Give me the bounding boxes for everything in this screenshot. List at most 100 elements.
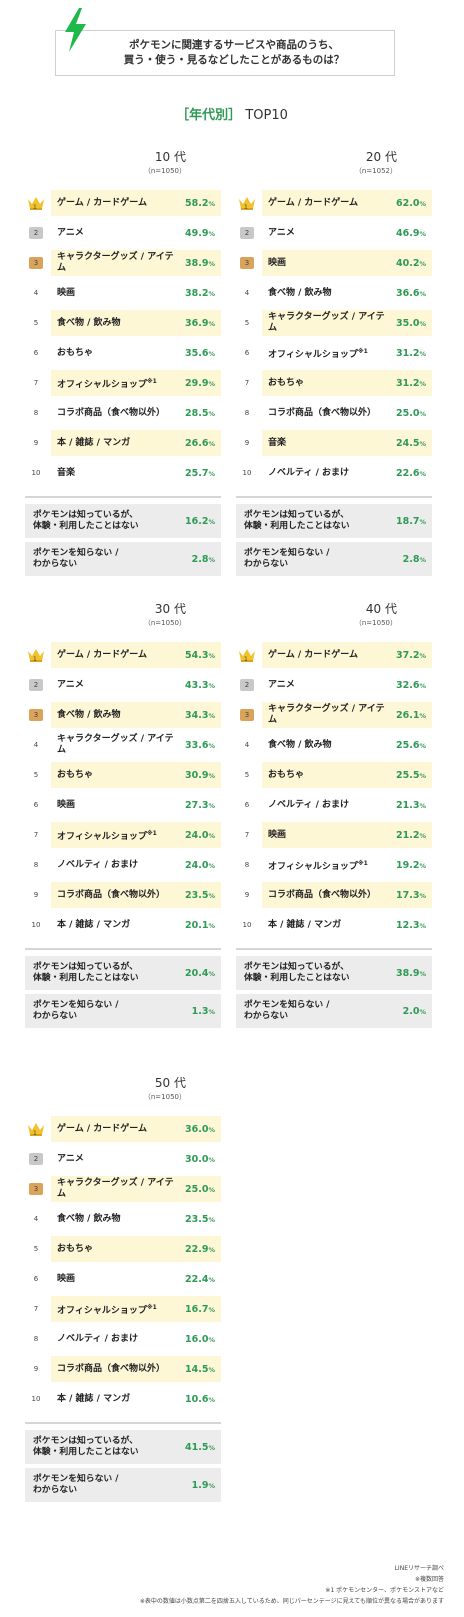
rank-badge: 6: [25, 1275, 47, 1283]
rank-number: 8: [244, 861, 250, 869]
item-label-text: ゲーム / カードゲーム: [57, 649, 148, 660]
extra-label-line1: ポケモンは知っているが、: [244, 962, 349, 972]
footnote-mark: ※1: [357, 859, 368, 867]
ranking-row: 10 音楽 25.7%: [25, 458, 221, 488]
ranking-row: 5 おもちゃ 25.5%: [236, 760, 432, 790]
percent-unit: %: [208, 1305, 215, 1314]
percent-number: 20.4: [185, 967, 209, 979]
percent-unit: %: [208, 711, 215, 720]
percent-number: 58.2: [185, 197, 209, 209]
row-label-wrap: オフィシャルショップ※1 31.2%: [262, 340, 432, 366]
extra-label: ポケモンは知っているが、 体験・利用したことはない: [33, 962, 175, 984]
rank-number: 10: [242, 921, 252, 929]
footnote-mark: ※1: [357, 347, 368, 355]
ranking-row: 3 キャラクターグッズ / アイテム 26.1%: [236, 700, 432, 730]
item-label-text: 映画: [57, 287, 76, 298]
rank-number: 7: [33, 1305, 39, 1313]
percent-value: 30.0%: [175, 1154, 221, 1165]
extra-row: ポケモンを知らない / わからない 2.0%: [236, 994, 432, 1028]
extra-row: ポケモンは知っているが、 体験・利用したことはない 38.9%: [236, 956, 432, 990]
rank-number: 9: [33, 439, 39, 447]
item-label-text: コラボ商品（食べ物以外）: [57, 1363, 166, 1374]
rank-badge: 2: [25, 1153, 47, 1165]
percent-number: 33.6: [185, 739, 209, 751]
ranking-row: 2 アニメ 43.3%: [25, 670, 221, 700]
percent-unit: %: [419, 379, 426, 388]
row-label-wrap: キャラクターグッズ / アイテム 26.1%: [262, 702, 432, 728]
item-label-text: 映画: [268, 829, 287, 840]
percent-value: 41.5%: [175, 1442, 221, 1453]
percent-value: 31.2%: [386, 378, 432, 389]
item-label: ノベルティ / おまけ: [57, 1334, 175, 1345]
row-label-wrap: 食べ物 / 飲み物 25.6%: [262, 732, 432, 758]
row-label-wrap: コラボ商品（食べ物以外） 28.5%: [51, 400, 221, 426]
item-label: アニメ: [57, 680, 175, 691]
ranking-row: 2 アニメ 46.9%: [236, 218, 432, 248]
percent-unit: %: [208, 771, 215, 780]
percent-unit: %: [208, 969, 215, 978]
item-label: コラボ商品（食べ物以外）: [268, 408, 386, 419]
percent-number: 28.5: [185, 407, 209, 419]
row-label-wrap: アニメ 32.6%: [262, 672, 432, 698]
ranking-row: 6 映画 27.3%: [25, 790, 221, 820]
block-head: 50 代 （n=1050）: [25, 1074, 221, 1114]
row-label-wrap: 本 / 雑誌 / マンガ 10.6%: [51, 1386, 221, 1412]
rank-number: 3: [29, 1183, 43, 1195]
percent-value: 16.2%: [175, 516, 221, 527]
row-label-wrap: アニメ 49.9%: [51, 220, 221, 246]
rank-badge: 1: [25, 1121, 47, 1137]
item-label-text: オフィシャルショップ: [57, 1305, 147, 1316]
rank-badge: 8: [25, 861, 47, 869]
item-label: おもちゃ: [268, 378, 386, 389]
item-label: オフィシャルショップ※1: [268, 346, 386, 361]
ranking-row: 7 映画 21.2%: [236, 820, 432, 850]
percent-value: 22.4%: [175, 1274, 221, 1285]
ranking-row: 9 音楽 24.5%: [236, 428, 432, 458]
item-label: ゲーム / カードゲーム: [57, 198, 175, 209]
percent-unit: %: [419, 439, 426, 448]
item-label-text: ノベルティ / おまけ: [268, 799, 350, 810]
ranking-block: 30 代（n=1050） 1 ゲーム / カードゲーム 54.3% 2 アニメ 43.3% 3…: [25, 600, 221, 1032]
extra-row: ポケモンは知っているが、 体験・利用したことはない 18.7%: [236, 504, 432, 538]
rank-badge: 7: [25, 831, 47, 839]
item-label: 食べ物 / 飲み物: [268, 288, 386, 299]
percent-unit: %: [208, 891, 215, 900]
item-label-text: ノベルティ / おまけ: [57, 1333, 139, 1344]
ranking-row: 5 おもちゃ 22.9%: [25, 1234, 221, 1264]
row-label-wrap: 映画 22.4%: [51, 1266, 221, 1292]
percent-unit: %: [419, 229, 426, 238]
rank-badge: 4: [25, 741, 47, 749]
decade-label: 10 代: [154, 150, 186, 164]
extra-row: ポケモンは知っているが、 体験・利用したことはない 16.2%: [25, 504, 221, 538]
row-label-wrap: 映画 40.2%: [262, 250, 432, 276]
ranking-row: 4 食べ物 / 飲み物 25.6%: [236, 730, 432, 760]
row-label-wrap: ゲーム / カードゲーム 36.0%: [51, 1116, 221, 1142]
footer-notes: LINEリサーチ調べ ※複数回答 ※1 ポケモンセンター、ポケモンストアなど ※…: [140, 1563, 444, 1607]
rank-number: 4: [244, 289, 250, 297]
percent-unit: %: [208, 229, 215, 238]
bracket-open: ［: [176, 108, 190, 123]
percent-value: 46.9%: [386, 228, 432, 239]
rank-number: 8: [244, 409, 250, 417]
row-label-wrap: 食べ物 / 飲み物 36.9%: [51, 310, 221, 336]
percent-value: 35.0%: [386, 318, 432, 329]
percent-unit: %: [208, 741, 215, 750]
percent-value: 26.6%: [175, 438, 221, 449]
ranking-row: 6 映画 22.4%: [25, 1264, 221, 1294]
block-head: 20 代 （n=1052）: [236, 148, 432, 188]
item-label: おもちゃ: [57, 770, 175, 781]
extra-row: ポケモンを知らない / わからない 2.8%: [236, 542, 432, 576]
extra-label: ポケモンを知らない / わからない: [33, 1000, 175, 1022]
item-label-text: 本 / 雑誌 / マンガ: [57, 437, 131, 448]
decade-label: 30 代: [154, 602, 186, 616]
percent-value: 14.5%: [175, 1364, 221, 1375]
extra-label-line2: 体験・利用したことはない: [33, 973, 139, 983]
item-label-text: オフィシャルショップ: [268, 861, 358, 872]
extra-row: ポケモンを知らない / わからない 1.9%: [25, 1468, 221, 1502]
percent-number: 21.3: [396, 799, 420, 811]
extra-label: ポケモンを知らない / わからない: [244, 1000, 386, 1022]
rank-badge: 6: [236, 349, 258, 357]
rank-number: 5: [33, 771, 39, 779]
crown-icon: [28, 1123, 44, 1136]
item-label-text: 音楽: [268, 437, 287, 448]
